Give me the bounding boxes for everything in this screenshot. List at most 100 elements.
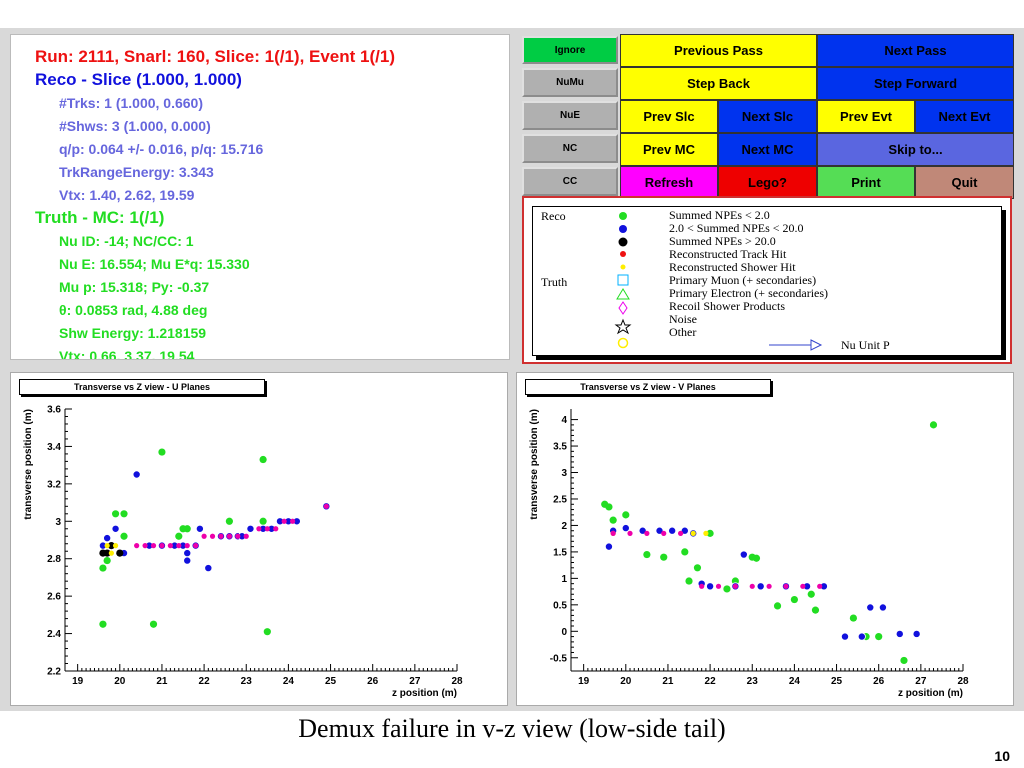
data-point <box>739 550 748 559</box>
legend-red-dot <box>620 251 626 257</box>
legend-cyan-square <box>617 274 629 286</box>
data-point <box>158 448 166 456</box>
y-tick-label: 3.6 <box>47 405 61 416</box>
v-plot-panel: Transverse vs Z view - V Planes 19 20 21 22… <box>516 372 1014 706</box>
data-point <box>756 582 765 591</box>
y-tick-label: 2.2 <box>47 667 61 678</box>
data-point <box>693 564 702 572</box>
data-point <box>790 595 798 604</box>
next-pass-button[interactable]: Next Pass <box>817 34 1014 67</box>
next-evt-button[interactable]: Next Evt <box>915 100 1014 133</box>
data-point <box>609 516 617 524</box>
data-point <box>259 455 267 464</box>
legend-yellow-dot <box>620 264 626 270</box>
data-point <box>715 583 722 589</box>
y-axis-label: transverse position (m) <box>529 409 540 520</box>
data-point <box>660 553 668 561</box>
data-point <box>193 543 199 549</box>
y-tick-label: 3.4 <box>47 442 61 453</box>
reco-line: #Trks: 1 (1.000, 0.660) <box>59 95 203 111</box>
x-tick-label: 28 <box>957 676 969 687</box>
data-point <box>159 543 165 549</box>
next-slc-button[interactable]: Next Slc <box>718 100 817 133</box>
data-point <box>840 632 849 641</box>
numu-button[interactable]: NuMu <box>522 68 618 97</box>
data-point <box>732 583 738 589</box>
data-point <box>226 533 232 539</box>
step-forward-button[interactable]: Step Forward <box>817 67 1014 100</box>
data-point <box>690 530 696 536</box>
u-plane-scatter[interactable]: 19 20 21 22 23 24 25 26 27 28 2.2 2.4 2.6 2.8 3 3.2 3.4 3… <box>11 373 507 705</box>
data-point <box>184 543 190 549</box>
data-point <box>875 632 883 641</box>
data-point <box>752 554 761 562</box>
u-plot-panel: Transverse vs Z view - U Planes 19 20 21 22… <box>10 372 508 706</box>
y-axis-label: transverse position (m) <box>23 409 34 520</box>
x-tick-label: 25 <box>831 676 843 687</box>
truth-line: Nu E: 16.554; Mu E*q: 15.330 <box>59 256 250 272</box>
cc-button[interactable]: CC <box>522 167 618 196</box>
next-mc-button[interactable]: Next MC <box>718 133 817 166</box>
data-point <box>142 543 148 549</box>
legend-symbols <box>614 212 632 349</box>
legend-truth-label: Truth <box>541 275 568 289</box>
prev-mc-button[interactable]: Prev MC <box>620 133 718 166</box>
y-tick-label: 3 <box>55 517 61 528</box>
x-tick-label: 20 <box>620 676 632 687</box>
y-tick-label: 2.5 <box>553 494 567 505</box>
legend-blue-dot <box>619 225 627 233</box>
y-tick-label: 1 <box>561 574 567 585</box>
data-point <box>259 517 267 525</box>
data-point <box>103 556 111 565</box>
data-point <box>183 549 192 558</box>
refresh-button[interactable]: Refresh <box>620 166 718 199</box>
data-point <box>204 564 213 573</box>
x-axis-label: z position (m) <box>898 688 963 699</box>
y-tick-label: 2.4 <box>47 629 61 640</box>
data-point <box>878 603 887 612</box>
x-tick-label: 23 <box>747 676 759 687</box>
x-axis-label: z position (m) <box>392 688 457 699</box>
prev-evt-button[interactable]: Prev Evt <box>817 100 915 133</box>
data-point <box>929 421 938 429</box>
data-point <box>685 577 693 585</box>
data-point <box>811 606 820 614</box>
x-tick-label: 28 <box>451 676 463 687</box>
data-point <box>218 533 224 539</box>
ignore-button[interactable]: Ignore <box>522 36 618 64</box>
data-point <box>111 510 120 518</box>
truth-header: Truth - MC: 1(/1) <box>35 208 165 227</box>
data-point <box>644 530 650 536</box>
x-tick-label: 19 <box>578 676 590 687</box>
nc-button[interactable]: NC <box>522 134 618 163</box>
x-tick-label: 19 <box>72 676 84 687</box>
x-tick-label: 22 <box>705 676 717 687</box>
step-back-button[interactable]: Step Back <box>620 67 817 100</box>
x-tick-label: 27 <box>915 676 927 687</box>
y-tick-label: 0 <box>561 627 567 638</box>
lego-button[interactable]: Lego? <box>718 166 817 199</box>
data-point <box>175 532 183 540</box>
data-point <box>900 656 908 665</box>
data-point <box>243 533 249 539</box>
data-point <box>627 530 633 536</box>
nue-button[interactable]: NuE <box>522 101 618 130</box>
prev-slc-button[interactable]: Prev Slc <box>620 100 718 133</box>
print-button[interactable]: Print <box>817 166 915 199</box>
x-tick-label: 26 <box>367 676 379 687</box>
truth-line: Mu p: 15.318; Py: -0.37 <box>59 279 210 295</box>
legend-green-dot <box>619 212 627 220</box>
data-point <box>723 585 731 593</box>
page-number: 10 <box>994 748 1010 764</box>
legend-arrow-label: Nu Unit P <box>841 338 890 352</box>
legend-box: Reco Truth Summed NPEs < 2.0 2.0 < Summe… <box>532 206 1002 356</box>
data-point <box>256 526 262 532</box>
data-point <box>103 549 111 557</box>
quit-button[interactable]: Quit <box>915 166 1014 199</box>
data-point <box>661 530 667 536</box>
previous-pass-button[interactable]: Previous Pass <box>620 34 817 67</box>
v-plane-scatter[interactable]: 19 20 21 22 23 24 25 26 27 28 -0.5 0 0.5 1 1.5 2 2.5 3 3.5… <box>517 373 1013 705</box>
data-point <box>150 543 157 549</box>
data-point <box>281 518 287 524</box>
skip-to-button[interactable]: Skip to... <box>817 133 1014 166</box>
